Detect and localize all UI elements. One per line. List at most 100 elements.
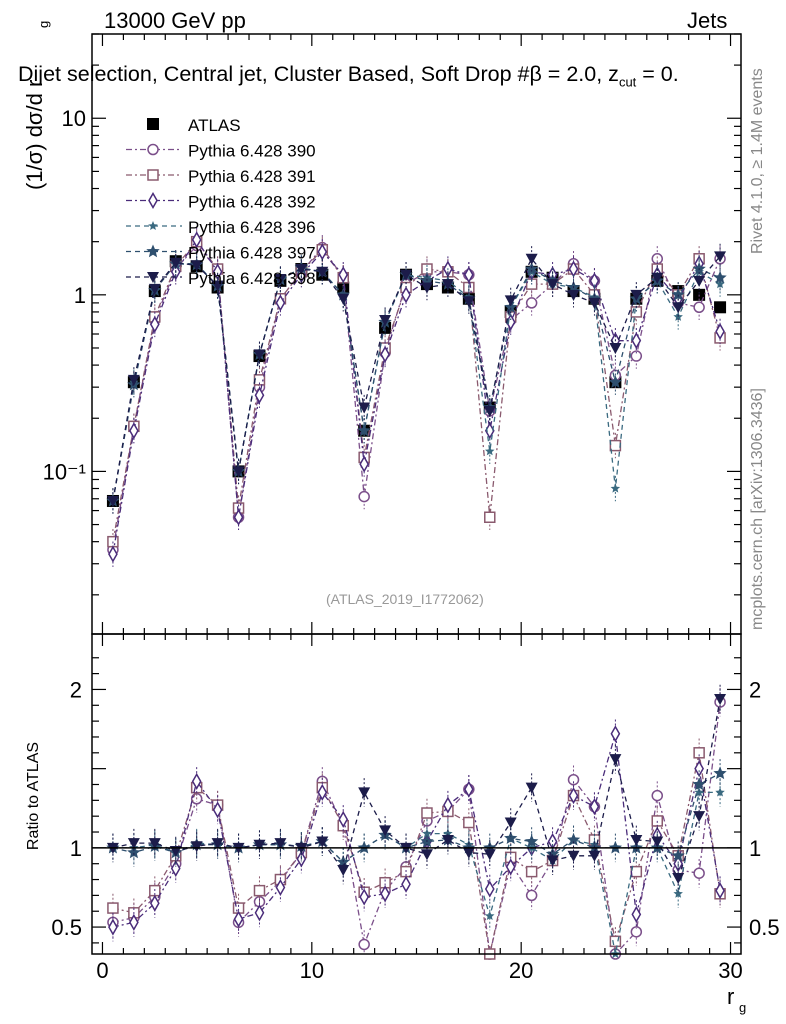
ratio-point: [630, 834, 643, 846]
data-point: [651, 272, 664, 284]
ratio-y-tick-label-right: 2: [749, 677, 761, 702]
ratio-point: [525, 889, 538, 902]
ratio-point: [546, 855, 559, 867]
data-point: [316, 266, 329, 278]
ratio-y-axis-label: Ratio to ATLAS: [25, 742, 42, 850]
data-point: [211, 280, 224, 292]
ratio-point: [421, 807, 433, 819]
data-point: [693, 301, 705, 314]
ratio-point: [401, 875, 411, 893]
ratio-point: [191, 772, 202, 790]
data-point: [715, 322, 725, 340]
mcplots-label: mcplots.cern.ch [arXiv:1306.3436]: [749, 388, 766, 630]
y-tick-label: 10: [62, 106, 86, 131]
data-point: [106, 495, 119, 507]
ratio-point: [254, 904, 265, 922]
plot-title-main: Dijet selection, Central jet, Cluster Ba…: [18, 62, 530, 86]
data-point: [357, 423, 371, 437]
ratio-point: [211, 838, 224, 850]
data-point: [127, 374, 140, 386]
ratio-point: [274, 838, 287, 850]
ratio-y-tick-label: 2: [70, 677, 82, 702]
y-axis-label: (1/σ) dσ/d r: [22, 80, 47, 190]
data-point: [338, 266, 349, 284]
ratio-point: [420, 849, 433, 861]
ratio-y-tick-label-right: 0.5: [749, 915, 780, 940]
ratio-point: [630, 926, 643, 938]
data-point: [337, 293, 350, 305]
ratio-point: [275, 878, 286, 896]
series-line-4: [112, 263, 721, 502]
ratio-point: [525, 782, 538, 794]
ratio-point: [566, 832, 581, 846]
ratio-series-layer: [106, 684, 727, 960]
data-point: [232, 466, 245, 478]
plot-title-beta: β = 2.0, z: [529, 62, 619, 86]
legend-marker: [148, 191, 158, 210]
ratio-point: [672, 872, 685, 884]
analysis-watermark: (ATLAS_2019_I1772062): [326, 591, 484, 607]
ratio-point: [505, 858, 516, 876]
ratio-point: [169, 846, 182, 858]
legend-marker: [148, 221, 158, 230]
ratio-point: [462, 847, 475, 859]
x-axis-label-sub: g: [739, 1000, 746, 1015]
data-point: [190, 260, 203, 272]
ratio-point: [380, 885, 390, 903]
ratio-point: [358, 787, 371, 799]
data-point: [483, 405, 496, 417]
series-line-5: [112, 263, 721, 502]
data-point: [525, 262, 539, 275]
y-tick-label: 1: [74, 283, 86, 308]
ratio-point: [567, 850, 580, 862]
ratio-line-5: [112, 698, 721, 880]
data-point: [275, 294, 286, 312]
x-tick-label: 0: [96, 958, 108, 983]
data-point: [630, 350, 643, 362]
ratio-point: [129, 913, 139, 931]
data-point: [630, 289, 643, 301]
ratio-point: [568, 787, 579, 805]
data-point: [463, 266, 474, 284]
ratio-point: [463, 816, 475, 829]
x-tick-label: 10: [300, 958, 324, 983]
data-point: [609, 439, 622, 452]
rivet-label: Rivet 4.1.0, ≥ 1.4M events: [749, 68, 766, 254]
data-point: [359, 455, 370, 473]
ratio-point: [693, 811, 706, 823]
ratio-point: [253, 884, 266, 897]
data-point: [713, 270, 727, 284]
legend-label: Pythia 6.428 391: [188, 167, 316, 186]
ratio-point: [253, 839, 266, 851]
ratio-line-3: [112, 791, 721, 955]
ratio-point: [713, 766, 727, 780]
series-line-1: [112, 244, 721, 550]
data-point: [671, 287, 685, 301]
data-point: [358, 490, 370, 503]
ratio-point: [609, 754, 622, 766]
data-point: [108, 545, 118, 563]
data-point: [525, 297, 538, 309]
legend-marker: [146, 244, 160, 258]
ratio-point: [715, 787, 725, 797]
ratio-point: [379, 825, 392, 837]
ratio-point: [338, 810, 349, 828]
ratio-point: [504, 831, 518, 844]
ratio-point: [609, 935, 622, 948]
ratio-frame-box: [91, 633, 742, 955]
legend: ATLAS Pythia 6.428 390 Pythia 6.428 391 Pyt…: [126, 116, 316, 288]
ratio-point: [443, 796, 453, 814]
data-point: [420, 282, 433, 294]
data-point: [588, 297, 601, 309]
x-tick-label: 30: [718, 958, 742, 983]
data-point: [504, 300, 518, 313]
data-point: [715, 279, 725, 289]
ratio-y-tick-label: 0.5: [51, 915, 82, 940]
data-point: [462, 296, 475, 308]
ratio-point: [715, 882, 725, 900]
ratio-point: [525, 834, 539, 848]
data-point: [401, 286, 411, 304]
data-point: [400, 269, 413, 281]
ratio-point: [359, 888, 370, 906]
